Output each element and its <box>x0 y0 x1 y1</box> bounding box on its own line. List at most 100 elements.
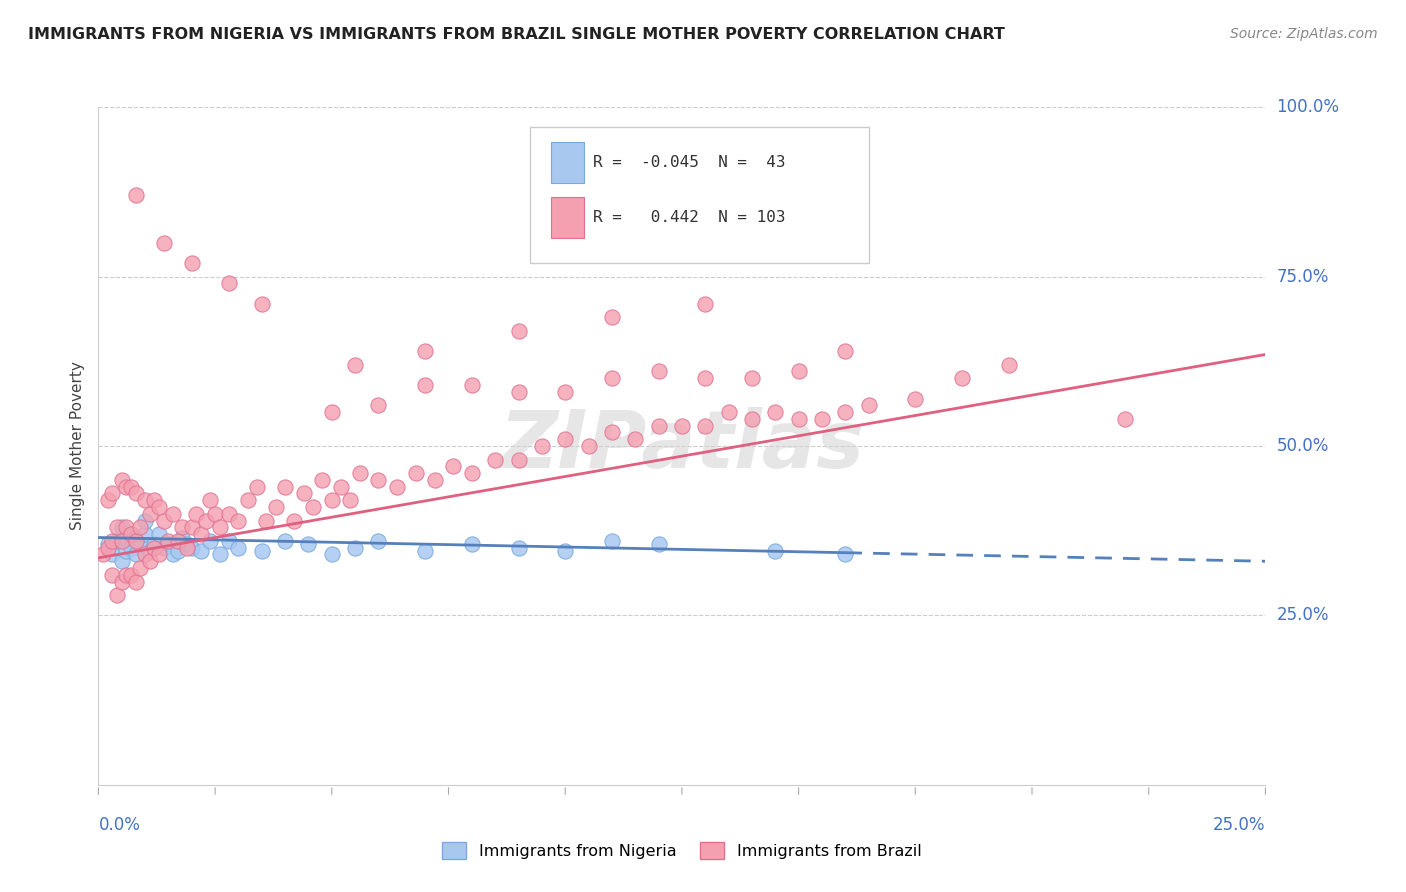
Point <box>190 544 212 558</box>
Point <box>120 567 142 582</box>
Point <box>834 548 856 562</box>
Point <box>134 514 156 528</box>
Point <box>264 500 287 514</box>
Text: 25.0%: 25.0% <box>1277 607 1329 624</box>
Point <box>200 493 222 508</box>
Point <box>274 533 297 548</box>
Point <box>344 541 367 555</box>
Point <box>148 500 170 514</box>
Text: Source: ZipAtlas.com: Source: ZipAtlas.com <box>1230 27 1378 41</box>
Point <box>508 324 530 338</box>
Point <box>125 486 148 500</box>
Point <box>811 412 834 426</box>
Point <box>129 537 152 551</box>
Point <box>101 486 124 500</box>
Point <box>385 480 408 494</box>
Point <box>461 466 484 480</box>
Point <box>904 392 927 406</box>
Legend: Immigrants from Nigeria, Immigrants from Brazil: Immigrants from Nigeria, Immigrants from… <box>436 836 928 865</box>
Text: 75.0%: 75.0% <box>1277 268 1329 285</box>
Point <box>508 452 530 467</box>
Point <box>120 541 142 555</box>
Point <box>101 548 124 562</box>
Point <box>600 310 623 325</box>
Point <box>208 548 231 562</box>
Point <box>671 418 693 433</box>
Point <box>91 548 114 562</box>
Point <box>339 493 361 508</box>
Point <box>508 384 530 399</box>
Point <box>139 554 162 568</box>
Point <box>105 520 128 534</box>
Point <box>218 277 240 291</box>
Point <box>858 398 880 412</box>
Point <box>297 537 319 551</box>
Point <box>695 418 717 433</box>
Point <box>180 256 202 270</box>
Point <box>115 520 138 534</box>
Point <box>134 527 156 541</box>
Point <box>302 500 325 514</box>
Point <box>176 537 198 551</box>
Point <box>274 480 297 494</box>
Point <box>120 527 142 541</box>
Point <box>143 493 166 508</box>
Point <box>349 466 371 480</box>
Point <box>367 398 389 412</box>
Point <box>413 378 436 392</box>
Point <box>554 544 576 558</box>
Point <box>105 588 128 602</box>
Point <box>717 405 740 419</box>
Point <box>115 480 138 494</box>
Point <box>97 541 120 555</box>
FancyBboxPatch shape <box>530 128 869 263</box>
Point <box>218 507 240 521</box>
Point <box>228 541 250 555</box>
Point <box>204 507 226 521</box>
Point <box>413 544 436 558</box>
Point <box>578 439 600 453</box>
Point <box>508 541 530 555</box>
Point <box>101 533 124 548</box>
Point <box>166 533 188 548</box>
Point <box>321 405 343 419</box>
Point <box>166 544 188 558</box>
Point <box>554 432 576 446</box>
Point <box>115 567 138 582</box>
Point <box>228 514 250 528</box>
Text: ZIPatlas: ZIPatlas <box>499 407 865 485</box>
Point <box>484 452 506 467</box>
Point <box>125 533 148 548</box>
Point <box>461 537 484 551</box>
Text: R =  -0.045  N =  43: R = -0.045 N = 43 <box>593 155 786 170</box>
Point <box>600 425 623 440</box>
Point <box>695 371 717 385</box>
Point <box>111 533 134 548</box>
Point <box>101 567 124 582</box>
Point <box>950 371 973 385</box>
Point <box>157 533 180 548</box>
Point <box>111 554 134 568</box>
Point <box>344 358 367 372</box>
Point <box>176 541 198 555</box>
Point <box>647 418 669 433</box>
Point <box>111 473 134 487</box>
Point <box>834 405 856 419</box>
Point <box>139 507 162 521</box>
Text: 100.0%: 100.0% <box>1277 98 1340 116</box>
Point <box>741 371 763 385</box>
Point <box>200 533 222 548</box>
Point <box>190 527 212 541</box>
Point <box>321 493 343 508</box>
Point <box>152 514 174 528</box>
Point <box>600 533 623 548</box>
Point <box>647 537 669 551</box>
Bar <box>551 143 583 183</box>
Point <box>330 480 353 494</box>
Point <box>180 520 202 534</box>
Point <box>111 520 134 534</box>
Point <box>172 531 194 545</box>
Text: IMMIGRANTS FROM NIGERIA VS IMMIGRANTS FROM BRAZIL SINGLE MOTHER POVERTY CORRELAT: IMMIGRANTS FROM NIGERIA VS IMMIGRANTS FR… <box>28 27 1005 42</box>
Point <box>125 548 148 562</box>
Point <box>125 533 148 548</box>
